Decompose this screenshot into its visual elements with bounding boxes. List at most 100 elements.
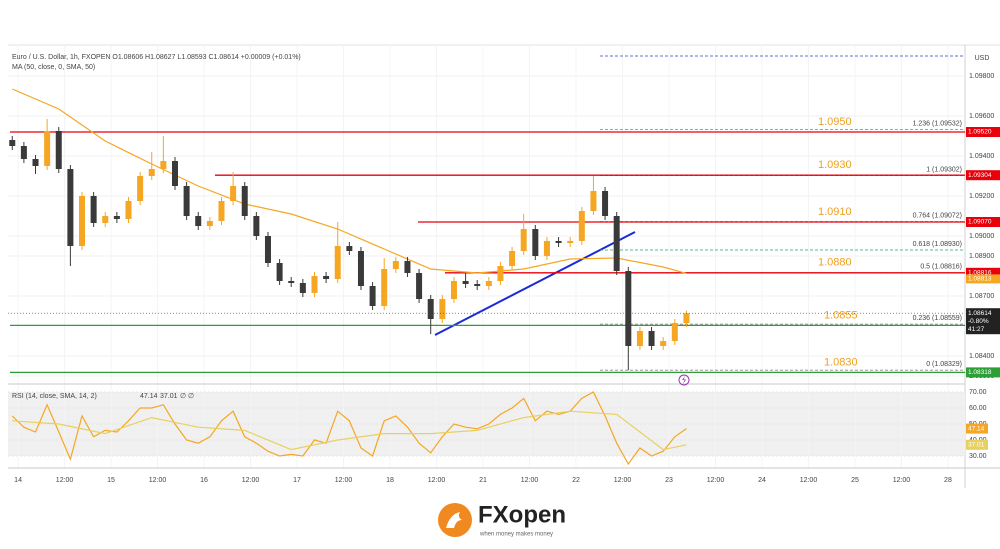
event-icon[interactable] <box>678 374 690 386</box>
x-tick-label: 17 <box>293 477 301 484</box>
logo-mark <box>446 512 462 528</box>
rsi-tick-label: 70.00 <box>969 389 987 396</box>
level-badge-text: 1.08318 <box>968 369 992 376</box>
level-badge-text: 1.08816 <box>968 270 992 277</box>
level-badge <box>966 127 1000 137</box>
level-badge-text: 1.09520 <box>968 129 992 136</box>
candle-body <box>636 331 643 346</box>
candle-body <box>113 216 120 219</box>
level-label: 1.0880 <box>818 257 852 269</box>
rsi-sma-badge <box>966 439 988 450</box>
rsi-badge-text: 47.14 <box>968 425 985 432</box>
candle-body <box>625 271 632 346</box>
x-tick-label: 12:00 <box>893 477 911 484</box>
candle-body <box>369 286 376 306</box>
candle-body <box>230 186 237 201</box>
candle-body <box>32 159 39 166</box>
candle-body <box>497 266 504 281</box>
rsi-sma-badge-text: 37.01 <box>968 442 985 449</box>
candle-body <box>241 186 248 216</box>
candle-body <box>311 276 318 293</box>
level-label: 1.0910 <box>818 206 852 218</box>
candle-body <box>218 201 225 221</box>
rsi-empty: ∅ ∅ <box>180 393 194 400</box>
rsi-badge <box>966 423 988 434</box>
candle-body <box>509 251 516 266</box>
candle-body <box>567 241 574 243</box>
last-badge-price: 1.08614 <box>968 310 992 317</box>
level-badge <box>966 267 1000 278</box>
candle-body <box>67 169 74 246</box>
x-tick-label: 12:00 <box>335 477 353 484</box>
candle-body <box>683 313 690 323</box>
candle-body <box>450 281 457 299</box>
x-tick-label: 22 <box>572 477 580 484</box>
x-tick-label: 18 <box>386 477 394 484</box>
level-label: 1.0830 <box>824 356 858 368</box>
level-badge <box>966 367 1000 378</box>
ma-badge <box>966 274 1000 284</box>
trendline <box>434 231 636 336</box>
candle-body <box>416 273 423 299</box>
x-tick-label: 16 <box>200 477 208 484</box>
fib-label: 1.236 (1.09532) <box>913 120 962 127</box>
candle-body <box>323 276 330 279</box>
candle-body <box>485 281 492 286</box>
y-tick-label: 1.08700 <box>969 293 994 300</box>
candle-body <box>44 131 51 166</box>
x-tick-label: 28 <box>944 477 952 484</box>
candle-body <box>148 169 155 176</box>
candle-body <box>102 216 109 223</box>
x-tick-label: 25 <box>851 477 859 484</box>
candle-body <box>555 241 562 243</box>
y-tick-label: 1.09400 <box>969 153 994 160</box>
candle-body <box>613 216 620 271</box>
rsi-sma-value: 37.01 <box>160 393 178 400</box>
level-badge <box>966 217 1000 227</box>
x-tick-label: 12:00 <box>800 477 818 484</box>
candle-body <box>137 176 144 201</box>
y-tick-label: 1.09800 <box>969 73 994 80</box>
candle-body <box>9 140 16 146</box>
candle-body <box>288 281 295 283</box>
y-tick-label: 1.08400 <box>969 353 994 360</box>
x-tick-label: 23 <box>665 477 673 484</box>
x-tick-label: 12:00 <box>149 477 167 484</box>
candle-body <box>543 241 550 256</box>
fib-label: 0.618 (1.08930) <box>913 241 962 248</box>
level-label: 1.0950 <box>818 116 852 128</box>
level-badge <box>966 170 1000 181</box>
candle-body <box>90 196 97 223</box>
x-tick-label: 12:00 <box>707 477 725 484</box>
ma-line <box>12 88 687 274</box>
x-tick-label: 12:00 <box>614 477 632 484</box>
event-bolt <box>682 376 686 384</box>
fib-label: 0.5 (1.08816) <box>920 264 962 271</box>
candle-body <box>79 196 86 246</box>
ma-header: MA (50, close, 0, SMA, 50) <box>12 64 95 71</box>
candle-body <box>532 229 539 256</box>
x-tick-label: 24 <box>758 477 766 484</box>
y-tick-label: 1.08900 <box>969 253 994 260</box>
logo: FXopen when money makes money <box>438 501 566 538</box>
ma-badge-text: 1.08813 <box>968 276 992 283</box>
candle-body <box>671 323 678 341</box>
x-tick-label: 12:00 <box>56 477 74 484</box>
candle-body <box>520 229 527 251</box>
candle-body <box>276 263 283 281</box>
chart-header: Euro / U.S. Dollar, 1h, FXOPEN O1.08606 … <box>12 54 301 61</box>
candle-body <box>125 201 132 219</box>
x-tick-label: 12:00 <box>242 477 260 484</box>
logo-tagline: when money makes money <box>479 532 553 538</box>
rsi-header: RSI (14, close, SMA, 14, 2) <box>12 393 97 400</box>
candle-body <box>474 284 481 286</box>
candle-body <box>299 283 306 293</box>
currency: USD <box>975 55 990 62</box>
fib-label: 0.236 (1.08559) <box>913 315 962 322</box>
candle-body <box>660 341 667 346</box>
rsi-line <box>11 391 687 466</box>
x-tick-label: 14 <box>14 477 22 484</box>
level-badge-text: 1.09070 <box>968 219 992 226</box>
